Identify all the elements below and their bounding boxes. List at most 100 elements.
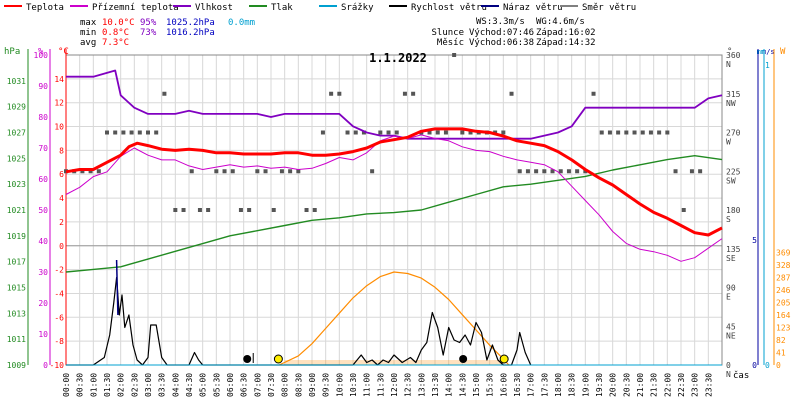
legend-label-5: Rychlost větru xyxy=(411,3,487,13)
time-tick-label: 10:00 xyxy=(335,373,344,397)
direction-tick-label: 180 xyxy=(726,206,741,215)
solar-tick-label: 82 xyxy=(776,336,786,345)
temperature-tick-label: 4 xyxy=(59,194,64,203)
wind-direction-dot xyxy=(443,130,448,135)
wind-direction-dot xyxy=(370,169,375,174)
time-tick-label: 00:00 xyxy=(62,373,71,397)
direction-tick-label: 135 xyxy=(726,245,741,254)
humidity-tick-label: 20 xyxy=(38,299,48,308)
legend-label-3: Tlak xyxy=(271,3,293,13)
wind-direction-dot xyxy=(121,130,126,135)
wind-direction-dot xyxy=(427,130,432,135)
wind-direction-dot xyxy=(88,169,93,174)
direction-tick-dir: N xyxy=(726,370,731,379)
wind-direction-dot xyxy=(288,169,293,174)
wind-unit: m/s xyxy=(762,48,775,56)
solar-tick-label: 328 xyxy=(776,261,791,270)
pressure-tick-label: 1031 xyxy=(7,77,26,86)
time-tick-label: 02:30 xyxy=(130,373,139,397)
stats-max-hum: 95% xyxy=(140,18,157,28)
wind-direction-dot xyxy=(624,130,629,135)
solar-tick-label: 164 xyxy=(776,311,791,320)
humidity-tick-label: 70 xyxy=(38,144,48,153)
wind-direction-dot xyxy=(189,169,194,174)
sun-set-value: Západ:16:02 xyxy=(536,28,596,38)
solar-tick-label: 246 xyxy=(776,286,791,295)
wind-direction-dot xyxy=(640,130,645,135)
rain-unit: mm xyxy=(757,48,765,56)
wind-direction-dot xyxy=(197,208,202,212)
time-tick-label: 02:00 xyxy=(117,373,126,397)
time-tick-label: 18:30 xyxy=(568,373,577,397)
pressure-tick-label: 1011 xyxy=(7,335,26,344)
time-tick-label: 23:30 xyxy=(704,373,713,397)
temperature-tick-label: 8 xyxy=(59,146,64,155)
wind-direction-dot xyxy=(542,169,547,174)
wind-direction-dot xyxy=(329,91,334,96)
legend-label-0: Teplota xyxy=(26,3,64,13)
stats-max-rain: 0.0mm xyxy=(228,18,255,28)
wind-direction-dot xyxy=(394,130,399,135)
wind-direction-dot xyxy=(80,169,85,174)
stats-min-hum: 73% xyxy=(140,28,157,38)
wind-direction-dot xyxy=(591,91,596,96)
wind-direction-dot xyxy=(673,169,678,174)
time-tick-label: 19:30 xyxy=(595,373,604,397)
wind-direction-dot xyxy=(129,130,134,135)
wind-direction-dot xyxy=(509,91,514,96)
direction-tick-label: 225 xyxy=(726,167,741,176)
pressure-tick-label: 1029 xyxy=(7,103,26,112)
direction-tick-label: 45 xyxy=(726,322,736,331)
direction-tick-dir: SW xyxy=(726,176,736,185)
wind-direction-dot xyxy=(435,130,440,135)
temperature-tick-label: 0 xyxy=(59,242,64,251)
time-tick-label: 21:30 xyxy=(650,373,659,397)
time-tick-label: 15:30 xyxy=(486,373,495,397)
wind-direction-dot xyxy=(665,130,670,135)
direction-tick-dir: E xyxy=(726,293,731,302)
stats-max-label: max xyxy=(80,18,97,28)
stats-max-temp: 10.0°C xyxy=(102,18,135,28)
humidity-tick-label: 60 xyxy=(38,175,48,184)
time-tick-label: 08:00 xyxy=(281,373,290,397)
time-tick-label: 11:30 xyxy=(376,373,385,397)
time-tick-label: 05:00 xyxy=(199,373,208,397)
time-tick-label: 08:30 xyxy=(294,373,303,397)
wind-direction-dot xyxy=(411,91,416,96)
wind-direction-dot xyxy=(337,91,342,96)
solar-tick-label: 123 xyxy=(776,324,791,333)
direction-tick-label: 0 xyxy=(726,361,731,370)
wind-ws-value: WS:3.3m/s xyxy=(476,17,525,27)
wind-direction-dot xyxy=(698,169,703,174)
time-tick-label: 01:00 xyxy=(89,373,98,397)
pressure-tick-label: 1023 xyxy=(7,180,26,189)
wind-direction-dot xyxy=(353,130,358,135)
wind-direction-dot xyxy=(689,169,694,174)
wind-direction-dot xyxy=(230,169,235,174)
wind-direction-dot xyxy=(312,208,317,212)
solar-unit: W xyxy=(780,47,786,57)
time-tick-label: 09:30 xyxy=(322,373,331,397)
pressure-tick-label: 1015 xyxy=(7,284,26,293)
time-tick-label: 03:30 xyxy=(158,373,167,397)
time-tick-label: 07:30 xyxy=(267,373,276,397)
humidity-tick-label: 0 xyxy=(43,361,48,370)
time-tick-label: 16:30 xyxy=(513,373,522,397)
stats-min-press: 1016.2hPa xyxy=(166,28,215,38)
temperature-tick-label: 10 xyxy=(54,123,64,132)
temperature-tick-label: 2 xyxy=(59,218,64,227)
wind-direction-dot xyxy=(304,208,309,212)
time-tick-label: 04:30 xyxy=(185,373,194,397)
legend-label-4: Srážky xyxy=(341,3,374,13)
moon-label: Měsíc xyxy=(437,38,464,48)
wind-direction-dot xyxy=(452,53,457,57)
time-tick-label: 17:30 xyxy=(540,373,549,397)
direction-unit: ° xyxy=(727,47,732,57)
direction-tick-dir: W xyxy=(726,138,731,147)
wind-direction-dot xyxy=(378,130,383,135)
temperature-tick-label: -6 xyxy=(54,313,64,322)
wind-direction-dot xyxy=(154,130,159,135)
time-tick-label: 17:00 xyxy=(527,373,536,397)
pressure-line xyxy=(65,154,723,273)
wind-direction-dot xyxy=(525,169,530,174)
